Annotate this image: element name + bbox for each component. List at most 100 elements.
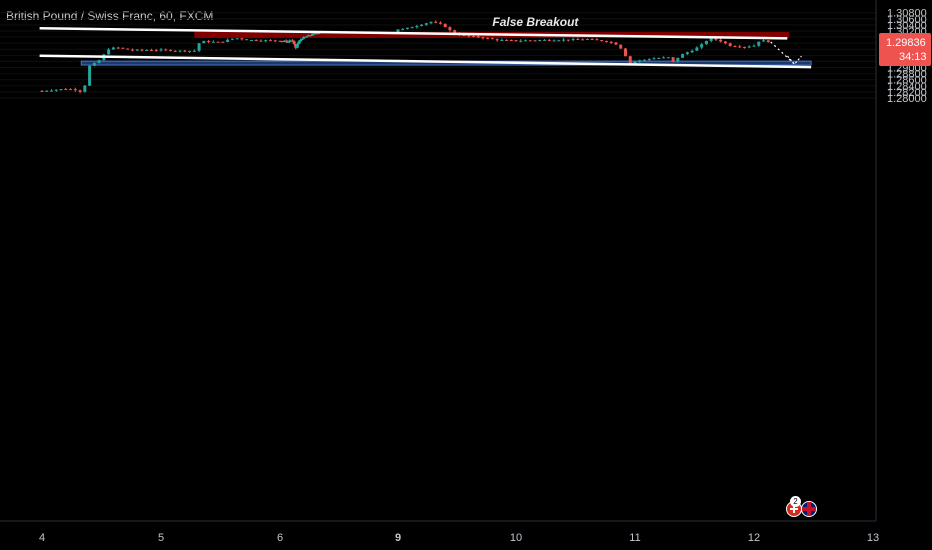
candle-body [284,40,288,42]
candle-body [543,39,547,41]
candle-body [719,39,723,42]
candle-body [135,49,139,51]
candle-body [762,40,766,42]
candle-body [562,39,566,41]
candle-body [709,38,713,42]
candle-body [54,89,58,91]
candle-body [154,50,158,52]
candle-body [415,25,419,28]
candle-body [396,29,400,33]
candle-body [623,48,627,57]
candle-body [281,41,285,43]
candle-body [742,46,746,48]
candle-body [45,90,49,92]
candle-body [690,50,694,53]
candle-body [159,49,163,51]
candle-body [286,41,290,43]
candle-body [289,40,293,42]
candle-body [295,44,299,48]
candle-body [481,37,485,39]
candle-body [700,44,704,48]
candle-body [533,40,537,42]
candle-body [453,30,457,34]
candle-body [287,41,291,43]
candle-body [633,61,637,64]
candle-body [619,44,623,49]
candle-body [643,59,647,61]
candle-body [264,40,268,42]
uk-flag-icon[interactable] [801,501,817,517]
candle-body [424,23,428,25]
candle-body [69,89,73,91]
projection-arrow-line[interactable] [770,41,795,65]
price-tick-label: 1.28000 [887,93,927,105]
candle-body [448,27,452,31]
candle-body [429,21,433,24]
time-axis[interactable]: 4 5 6 9 10 11 12 13 [39,532,879,544]
candle-body [306,35,310,37]
candle-body [140,49,144,51]
candle-body [235,38,239,40]
candle-body [314,33,318,35]
candle-body [738,46,742,48]
candle-body [609,41,613,43]
candle-body [202,41,206,44]
candle-body [78,90,82,92]
candle-body [647,59,651,61]
lower-trendline[interactable] [39,54,812,69]
candle-body [316,33,320,35]
candle-body [566,39,570,41]
candle-body [514,40,518,42]
candle-body [169,49,173,51]
candle-body [259,40,263,42]
upper-trendline[interactable] [39,27,788,40]
candle-body [752,45,756,47]
candle-body [410,27,414,29]
candle-body [211,41,215,43]
candle-body [595,39,599,41]
candle-body [557,40,561,42]
candle-body [197,43,201,51]
candle-body [628,56,632,64]
candle-body [486,38,490,40]
candle-body [585,39,589,41]
candle-body [728,43,732,47]
candle-body [434,21,438,23]
time-tick-label: 13 [867,532,879,544]
candle-body [107,49,111,55]
candle-body [576,39,580,41]
candle-body [472,36,476,38]
candle-body [757,41,761,46]
candle-body [292,41,296,45]
candle-body [505,39,509,41]
candle-body [552,40,556,42]
candle-body [298,40,302,42]
candle-body [40,90,44,92]
candle-body [116,47,120,49]
candle-body [604,41,608,43]
candle-body [766,40,770,43]
candle-body [178,50,182,52]
candle-body [685,52,689,55]
time-tick-label: 9 [395,532,401,544]
last-price-value: 1.29836 [886,37,926,49]
time-tick-label: 10 [510,532,522,544]
candle-body [111,47,115,50]
price-tick-label: 1.30800 [887,8,927,20]
candle-body [249,39,253,41]
candle-body [268,40,272,42]
grid-lines [0,12,876,99]
time-tick-label: 11 [629,532,640,544]
candle-body [302,37,306,39]
candle-body [723,41,727,44]
candle-body [245,39,249,41]
candle-body [305,36,309,38]
candle-body [600,40,604,42]
candle-body [221,41,225,43]
false-breakout-annotation: False Breakout [492,15,579,29]
time-tick-label: 6 [277,532,283,544]
price-tick-label: 1.30400 [887,20,927,32]
candle-body [476,36,480,38]
candle-body [509,40,513,42]
